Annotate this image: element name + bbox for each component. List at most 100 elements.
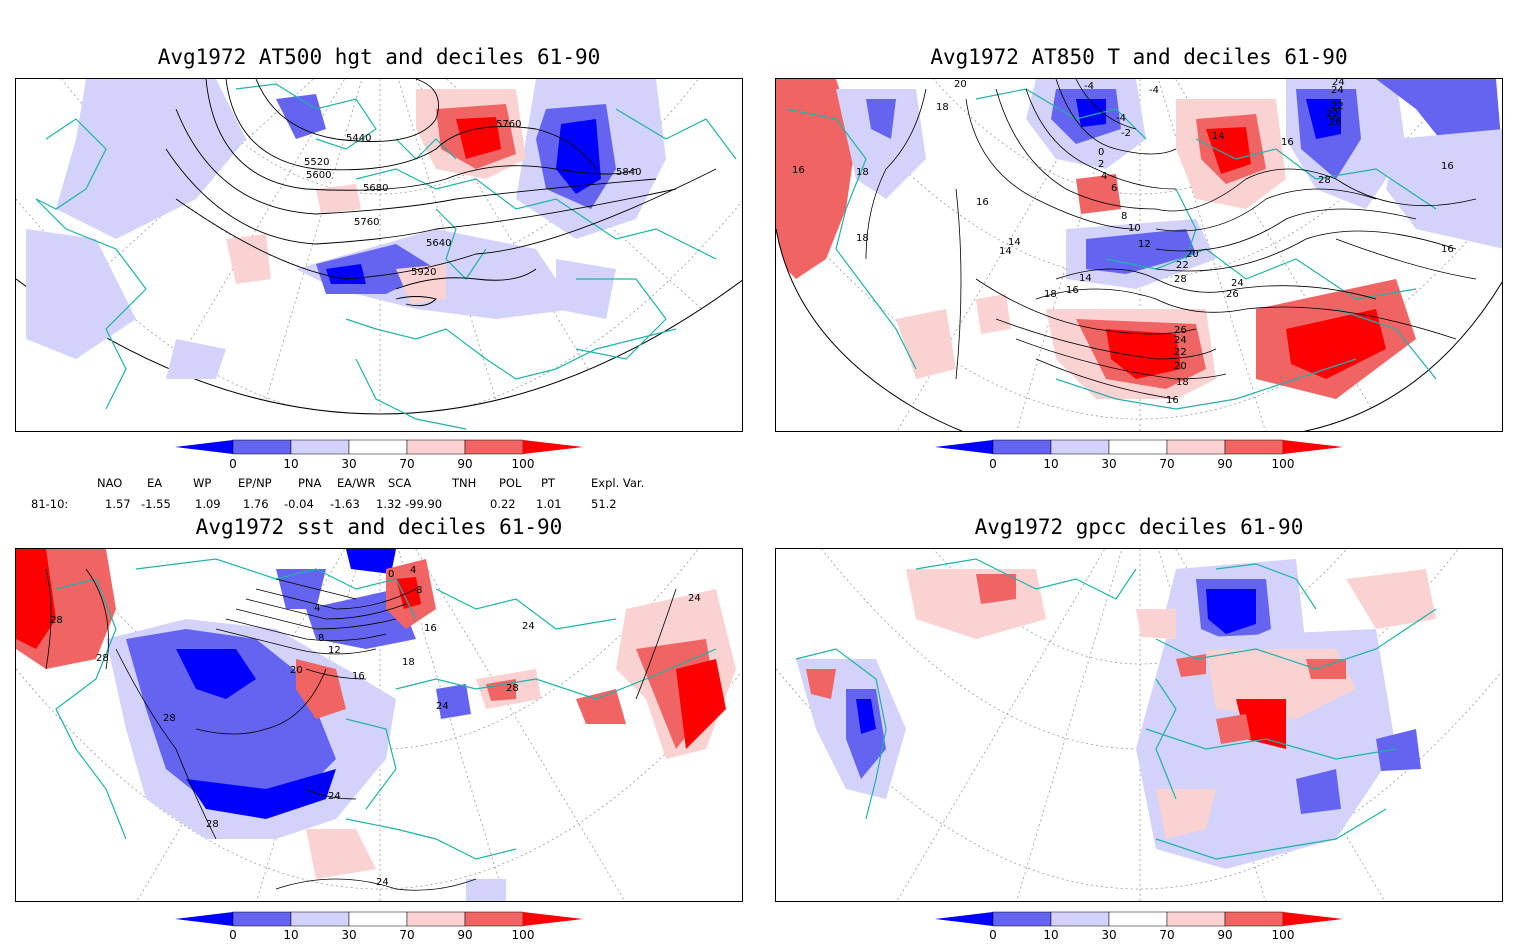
contour-label: 14 (1079, 273, 1092, 284)
colorbar-tick: 70 (399, 457, 414, 471)
temperature-contours (865, 79, 1477, 400)
colorbar-tick: 0 (989, 457, 997, 471)
coastlines (55, 558, 717, 860)
map-panel-at500: 5440 5520 5600 5680 5760 5840 5640 5920 … (15, 78, 743, 432)
contour-label: 2 (1098, 159, 1104, 170)
contour-label: 28 (206, 819, 219, 830)
colorbar-tick: 0 (989, 928, 997, 940)
colorbar-tick: 100 (512, 457, 535, 471)
contour-label: 8 (416, 585, 422, 596)
contour-label: 24 (688, 593, 701, 604)
colorbar-tick: 30 (1101, 928, 1116, 940)
colorbar-tick: 10 (283, 457, 298, 471)
contour-label: 22 (1174, 347, 1187, 358)
contour-label: 20 (1174, 361, 1187, 372)
contour-label: 18 (402, 657, 415, 668)
contour-label: 24 (1174, 335, 1187, 346)
teleconn-header: EA (147, 476, 163, 490)
panel-title-at500: Avg1972 AT500 hgt and deciles 61-90 (157, 45, 601, 69)
contour-label: 18 (856, 233, 869, 244)
contour-label: 16 (1066, 285, 1079, 296)
colorbar-segment (1050, 439, 1110, 455)
colorbar-tick: 100 (1272, 457, 1295, 471)
contour-label: 16 (1441, 244, 1454, 255)
colorbar-segment (464, 439, 524, 455)
colorbar-tick: 100 (1272, 928, 1295, 940)
colorbar-segment (1050, 911, 1110, 927)
colorbar-segment (1108, 439, 1168, 455)
contour-label: 0 (388, 569, 394, 580)
decile-shading (796, 559, 1436, 869)
teleconn-header: EA/WR (337, 476, 376, 490)
colorbar-segment (935, 440, 993, 454)
colorbar-tick: 10 (1043, 457, 1058, 471)
contour-label: 5440 (346, 133, 371, 144)
contour-label: 5920 (411, 267, 436, 278)
contour-label: 18 (1176, 377, 1189, 388)
contour-label: 4 (1101, 171, 1107, 182)
contour-label: 26 (1329, 117, 1342, 128)
contour-label: 20 (954, 79, 967, 90)
teleconn-header: PNA (298, 476, 322, 490)
contour-label: 26 (1226, 289, 1239, 300)
contour-label: 24 (436, 701, 449, 712)
colorbar-top-right: 0 10 30 70 90 100 (935, 438, 1355, 478)
contour-label: 24 (522, 621, 535, 632)
colorbar-segment (1166, 911, 1226, 927)
teleconn-value: 1.57 (105, 497, 131, 511)
decile-shading (16, 549, 736, 901)
contour-label: 24 (1231, 278, 1244, 289)
colorbar-segment (1283, 440, 1343, 454)
colorbar-segment (1166, 439, 1226, 455)
colorbar-segment (1108, 911, 1168, 927)
teleconn-value: -1.63 (330, 497, 360, 511)
contour-label: 12 (328, 645, 341, 656)
colorbar-tick: 30 (341, 928, 356, 940)
colorbar-segment (1224, 911, 1284, 927)
contour-label: 22 (1176, 260, 1189, 271)
contour-label: 26 (1174, 325, 1187, 336)
colorbar-segment (175, 912, 233, 926)
colorbar-tick: 70 (1159, 928, 1174, 940)
contour-label: 5600 (306, 170, 331, 181)
contour-label: 24 (328, 791, 341, 802)
colorbar-top-left: 0 10 30 70 90 100 (175, 438, 595, 478)
colorbar-tick: 90 (457, 457, 472, 471)
contour-label: -4 (1116, 113, 1126, 124)
teleconn-header: NAO (97, 476, 123, 490)
contour-label: 5680 (363, 183, 388, 194)
coastlines (795, 558, 1437, 860)
contour-label: 5760 (496, 119, 521, 130)
colorbar-segment (232, 911, 292, 927)
panel-title-gpcc: Avg1972 gpcc deciles 61-90 (974, 515, 1304, 539)
colorbar-tick: 30 (1101, 457, 1116, 471)
teleconn-header: SCA (388, 476, 412, 490)
contour-label: 16 (352, 671, 365, 682)
map-panel-sst: 28 28 28 28 24 24 20 16 12 8 4 0 4 8 16 … (15, 548, 743, 902)
panel-title-at850: Avg1972 AT850 T and deciles 61-90 (930, 45, 1348, 69)
teleconn-value: -0.04 (284, 497, 314, 511)
contour-label: 16 (1441, 161, 1454, 172)
contour-label: 22 (1326, 109, 1339, 120)
contour-label: -4 (1149, 85, 1159, 96)
teleconnection-table: NAO EA WP EP/NP PNA EA/WR SCA TNH POL PT… (0, 476, 760, 516)
contour-labels: 28 28 28 28 24 24 20 16 12 8 4 0 4 8 16 … (50, 565, 701, 888)
contour-label: 18 (856, 167, 869, 178)
teleconn-value: 1.76 (243, 497, 269, 511)
teleconn-header: PT (541, 476, 555, 490)
hemisphere-edge (16, 279, 742, 431)
colorbar-bottom-right: 0 10 30 70 90 100 (935, 910, 1355, 950)
map-panel-at850: 20 18 18 16 16 18 14 14 16 18 -4 -4 -2 0… (775, 78, 1503, 432)
teleconn-value: 1.09 (195, 497, 221, 511)
map-sst: 28 28 28 28 24 24 20 16 12 8 4 0 4 8 16 … (16, 549, 742, 901)
contour-label: 10 (1128, 223, 1141, 234)
map-at500: 5440 5520 5600 5680 5760 5840 5640 5920 … (16, 79, 742, 431)
contour-label: 0 (1098, 147, 1104, 158)
colorbar-tick: 0 (229, 928, 237, 940)
colorbar-tick: 70 (399, 928, 414, 940)
colorbar-segment (464, 911, 524, 927)
contour-label: 6 (1111, 183, 1117, 194)
contour-label: 24 (376, 877, 389, 888)
colorbar-tick: 30 (341, 457, 356, 471)
contour-label: 4 (314, 603, 320, 614)
